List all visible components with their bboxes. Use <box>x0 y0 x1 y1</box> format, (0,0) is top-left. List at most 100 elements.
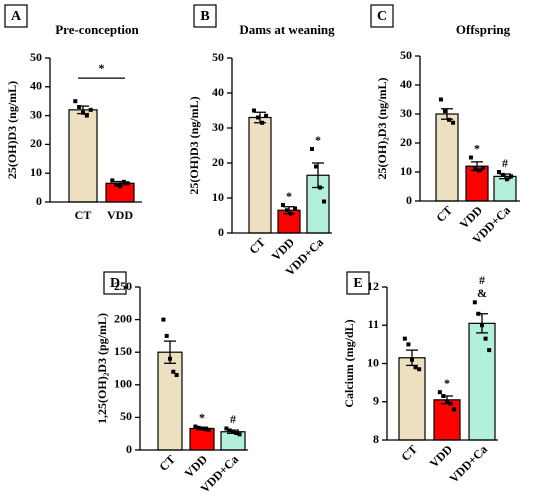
y-tick-label: 8 <box>373 432 379 446</box>
data-point <box>318 185 323 190</box>
axes <box>386 287 498 441</box>
data-point <box>438 97 443 102</box>
data-point <box>505 177 510 182</box>
data-point <box>260 120 265 125</box>
y-tick-label: 20 <box>400 135 412 149</box>
y-tick-label: 30 <box>212 120 224 134</box>
data-point <box>313 164 318 169</box>
data-point <box>496 170 501 174</box>
significance-mark: * <box>315 133 321 147</box>
data-point <box>477 168 482 173</box>
data-point <box>480 323 484 328</box>
axes <box>49 58 142 203</box>
bar <box>157 351 183 451</box>
significance-mark: # <box>479 273 485 287</box>
data-point <box>125 181 130 186</box>
y-tick-label: 10 <box>30 165 42 179</box>
y-tick-label: 10 <box>400 164 412 178</box>
y-tick-label: 250 <box>114 279 132 293</box>
data-point <box>237 432 242 437</box>
y-tick-label: 12 <box>367 279 379 293</box>
data-point <box>73 99 78 104</box>
data-point <box>487 348 492 353</box>
data-point <box>322 199 327 204</box>
panel-letter: A <box>11 9 22 24</box>
data-point <box>483 336 488 341</box>
data-point <box>289 211 294 216</box>
data-point <box>284 208 289 213</box>
panel-letter: B <box>200 9 209 24</box>
y-tick-label: 50 <box>30 50 42 64</box>
axes <box>231 58 332 234</box>
data-point <box>402 336 407 341</box>
y-tick-label: 50 <box>120 409 132 423</box>
data-point <box>264 113 269 118</box>
data-point <box>472 167 477 172</box>
data-point <box>81 110 85 115</box>
y-tick-label: 0 <box>126 442 132 456</box>
x-tick-label: VDD <box>107 208 133 222</box>
data-point <box>451 120 456 125</box>
panel-letter: C <box>377 9 387 24</box>
data-point <box>118 184 122 189</box>
bar <box>248 116 272 234</box>
data-point <box>452 407 457 412</box>
bar <box>433 399 461 441</box>
data-point <box>445 399 449 404</box>
y-tick-label: 30 <box>30 107 42 121</box>
bar <box>68 109 98 203</box>
data-point <box>417 367 422 372</box>
x-tick-label: VDD+Ca <box>447 442 490 485</box>
data-point <box>171 369 176 374</box>
panel-title: Dams at weaning <box>239 22 335 37</box>
data-point <box>164 333 169 338</box>
bar <box>468 322 496 441</box>
y-tick-label: 10 <box>212 190 224 204</box>
data-point <box>509 174 514 179</box>
bar <box>435 113 459 202</box>
data-point <box>280 203 285 207</box>
y-tick-label: 200 <box>114 311 132 325</box>
data-point <box>309 147 314 151</box>
y-axis-label: 25(OH)₂D3 (ng/mL) <box>375 78 389 180</box>
y-tick-label: 50 <box>400 48 412 62</box>
data-point <box>442 109 447 114</box>
significance-mark: * <box>199 410 205 424</box>
y-tick-label: 100 <box>114 377 132 391</box>
y-tick-label: 10 <box>367 355 379 369</box>
data-point <box>500 172 505 177</box>
x-tick-label: CT <box>433 203 455 225</box>
significance-mark: * <box>444 376 450 390</box>
y-tick-label: 20 <box>30 136 42 150</box>
y-tick-label: 50 <box>212 50 224 64</box>
data-point <box>88 107 93 112</box>
data-point <box>227 428 232 433</box>
panel-letter-box <box>346 271 370 295</box>
y-axis-label: 25(OH)D3 (ng/mL) <box>187 96 201 194</box>
data-point <box>121 179 126 184</box>
data-point <box>224 426 229 431</box>
significance-mark: # <box>230 412 236 426</box>
y-axis-label: 1,25(OH)₂D3 (pg/mL) <box>95 313 109 424</box>
data-point <box>251 108 256 113</box>
y-tick-label: 11 <box>368 317 379 331</box>
data-point <box>200 426 204 431</box>
y-tick-label: 0 <box>218 225 224 239</box>
significance-mark: * <box>474 141 480 155</box>
data-point <box>447 117 452 122</box>
y-tick-label: 40 <box>400 77 412 91</box>
y-tick-label: 0 <box>36 194 42 208</box>
axes <box>139 287 248 451</box>
data-point <box>168 356 172 361</box>
y-tick-label: 40 <box>212 85 224 99</box>
panel-letter-box <box>4 4 28 28</box>
data-point <box>203 427 208 432</box>
data-point <box>448 401 453 406</box>
data-point <box>410 357 414 362</box>
x-tick-label: CT <box>246 235 268 257</box>
data-point <box>255 115 260 120</box>
x-tick-label: VDD <box>427 442 456 471</box>
data-point <box>293 206 298 211</box>
data-point <box>234 431 239 436</box>
data-point <box>413 365 418 370</box>
